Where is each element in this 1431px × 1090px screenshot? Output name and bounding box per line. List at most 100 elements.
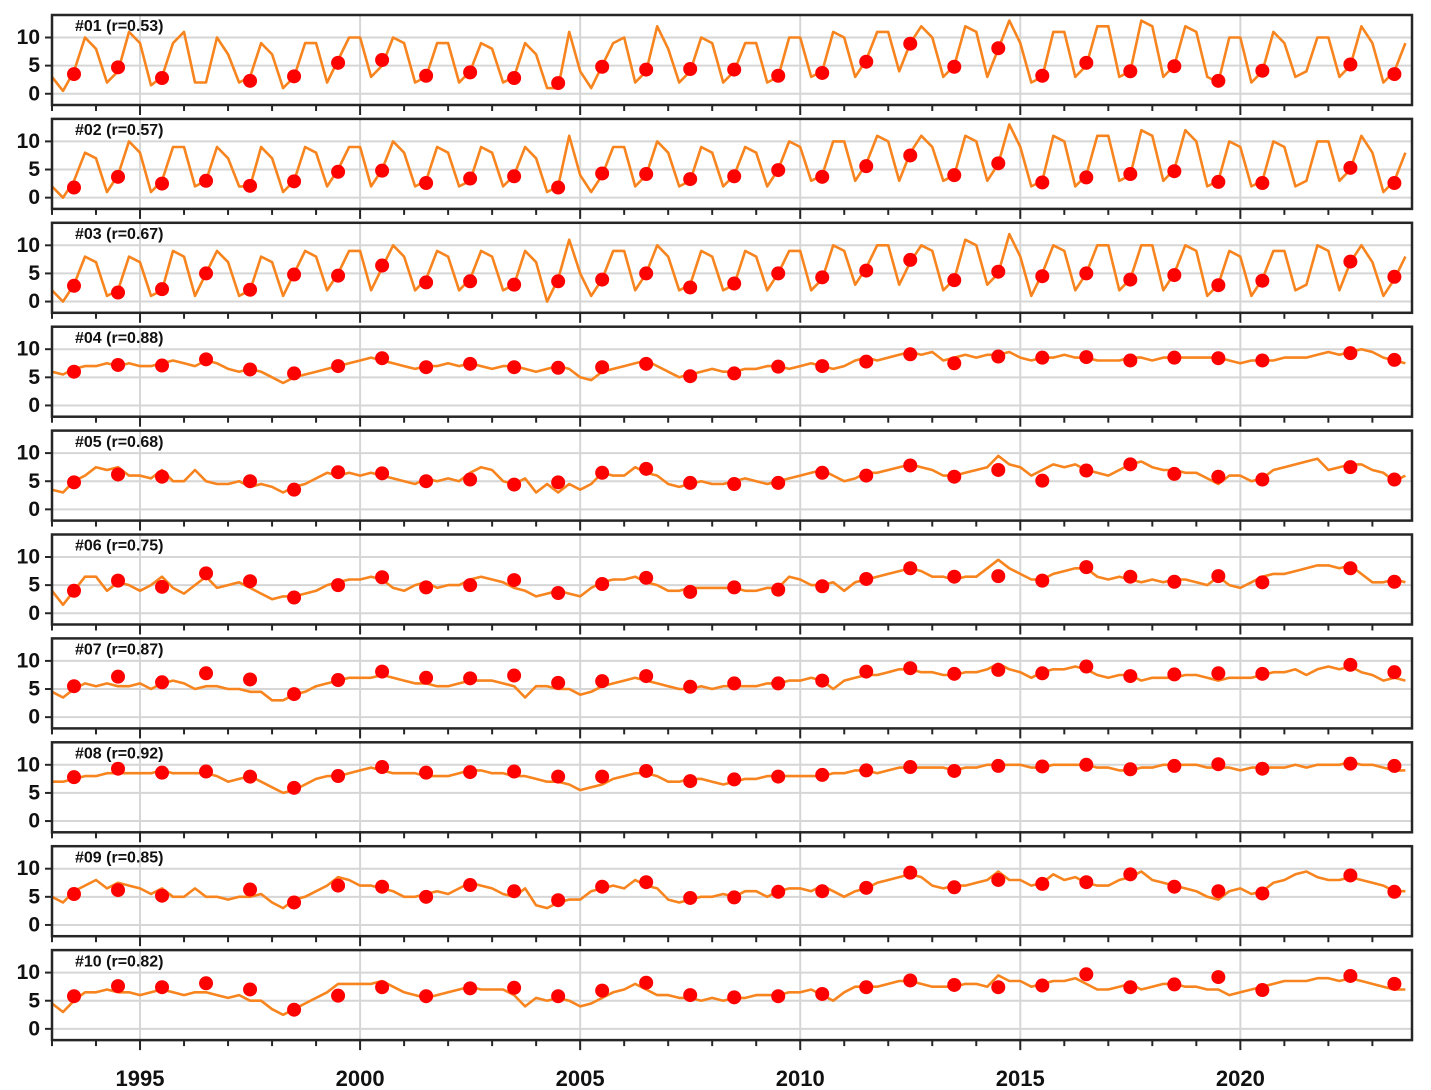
dot [683,280,698,295]
dot [1167,574,1182,589]
dot [727,62,742,77]
dot [903,973,918,988]
dot [331,164,346,179]
dot [243,769,258,784]
frame [50,844,1414,938]
dot [1211,666,1226,681]
dot [419,670,434,685]
dot [67,989,82,1004]
dot [507,360,522,375]
dot [683,62,698,76]
dot [947,977,962,992]
dot [331,268,346,283]
dot [375,879,390,894]
dot [727,477,742,492]
dot [551,586,566,600]
panel-title: #01 (r=0.53) [75,18,164,35]
frame [50,429,1414,522]
panel-title: #04 (r=0.88) [75,330,164,347]
dot [815,579,830,594]
panel-title: #10 (r=0.82) [75,953,164,970]
y-tick-label: 10 [17,338,40,361]
dot [155,71,170,85]
dot [155,980,170,995]
y-tick-label: 5 [28,781,40,804]
dot [991,980,1006,995]
dot [903,760,918,775]
dot [1255,353,1270,368]
dot [771,475,786,490]
dot [947,569,962,584]
dot [507,71,522,85]
dot [1255,761,1270,776]
dot [1387,472,1402,487]
dot [1079,560,1094,575]
dot [507,277,522,292]
dot [419,580,434,595]
dot [1123,272,1138,287]
dot [463,578,478,593]
dot [815,884,830,899]
dot [683,584,698,599]
dot [771,68,786,83]
dot [287,267,302,282]
panel: 0 5 10 #07 (r=0.87) [17,637,1414,739]
frame [50,637,1414,730]
dot [815,767,830,782]
dot [771,582,786,597]
dot [463,671,478,686]
dot [1167,758,1182,773]
y-tick-label: 10 [17,442,40,465]
dot [67,364,82,379]
dot [595,983,610,998]
dot [639,763,654,778]
dot [463,981,478,996]
dot [1079,55,1094,70]
dot [903,561,918,576]
x-tick-label: 2015 [996,1066,1045,1090]
dot [595,674,610,689]
dot [463,356,478,371]
dot [727,772,742,787]
dot [507,764,522,779]
plot-area [52,742,1412,833]
dot [507,980,522,995]
dot [859,159,874,174]
dot [815,465,830,480]
dot [639,167,654,182]
dot [375,760,390,775]
dot [991,872,1006,887]
y-tick-label: 5 [28,158,40,181]
dot [507,169,522,184]
dot [639,461,654,476]
x-tick-label: 2005 [556,1066,605,1090]
dot [639,266,654,281]
dot [771,676,786,691]
dot [1211,174,1226,189]
dot [1167,466,1182,481]
frame [50,948,1414,1042]
dot [507,884,522,899]
dot [287,780,302,795]
dot [287,590,302,605]
dot [419,989,434,1004]
panel-title: #09 (r=0.85) [75,849,164,866]
dot [1211,884,1226,899]
dot [551,769,566,784]
dot [947,168,962,183]
dot [1123,64,1138,79]
dot [199,764,214,779]
dot [947,59,962,74]
dot [111,761,126,776]
dot [67,67,82,82]
dot [1343,868,1358,883]
dot [155,176,170,191]
dot [859,664,874,679]
dot [859,354,874,369]
dot [1387,758,1402,773]
dot [419,176,434,191]
y-tick-label: 0 [28,82,40,105]
dot [859,571,874,586]
dot [1255,575,1270,590]
dot [595,360,610,375]
